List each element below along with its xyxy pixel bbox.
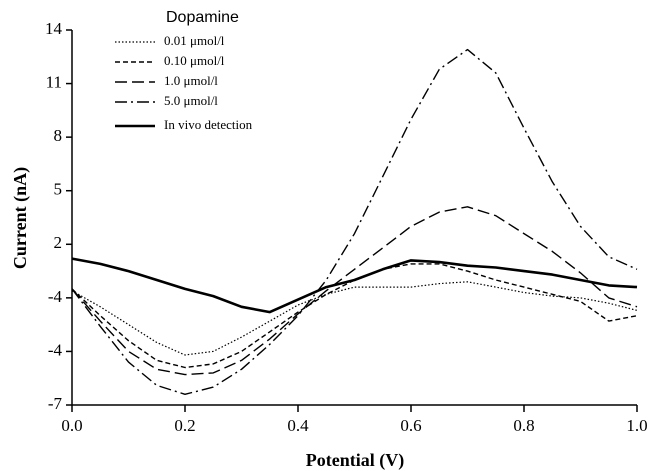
data-line <box>71 263 638 369</box>
x-tick-label: 0.8 <box>513 416 534 435</box>
y-tick-label: 2 <box>54 233 63 252</box>
y-tick-label: -4 <box>48 287 63 306</box>
x-axis-label: Potential (V) <box>306 450 404 471</box>
data-line <box>71 257 638 314</box>
legend-label: 0.10 μmol/l <box>164 53 225 68</box>
legend-label: In vivo detection <box>164 117 253 132</box>
data-line <box>71 206 638 376</box>
x-tick-label: 0.0 <box>61 416 82 435</box>
y-tick-label: 5 <box>54 180 63 199</box>
legend-label: 0.01 μmol/l <box>164 33 225 48</box>
x-tick-label: 0.6 <box>400 416 421 435</box>
legend-label: 1.0 μmol/l <box>164 73 218 88</box>
legend-label: 5.0 μmol/l <box>164 93 218 108</box>
y-axis-label: Current (nA) <box>10 167 31 269</box>
data-line <box>71 281 638 356</box>
y-tick-label: 11 <box>46 72 62 91</box>
x-tick-label: 0.2 <box>174 416 195 435</box>
y-tick-label: 14 <box>45 19 63 38</box>
legend-title: Dopamine <box>166 9 239 26</box>
x-tick-label: 1.0 <box>626 416 647 435</box>
x-tick-label: 0.4 <box>287 416 309 435</box>
y-tick-label: -7 <box>48 394 63 413</box>
y-tick-label: 8 <box>54 126 63 145</box>
y-tick-label: -4 <box>48 340 63 359</box>
data-line <box>71 48 638 395</box>
